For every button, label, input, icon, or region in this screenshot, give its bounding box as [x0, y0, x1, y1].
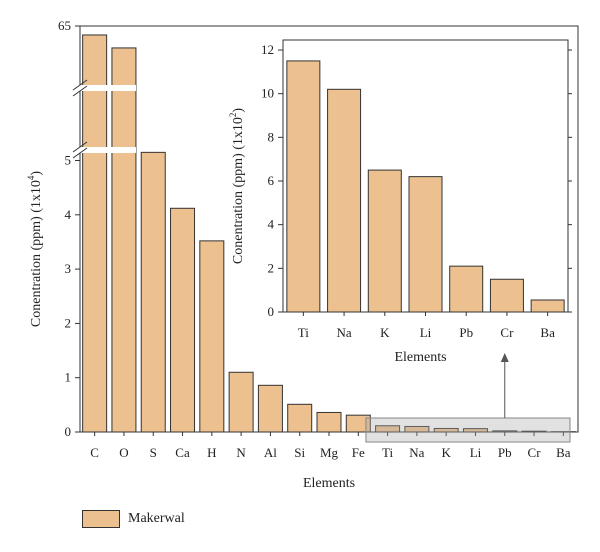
inset-y-tick-label: 4 — [268, 217, 275, 232]
x-tick-label: H — [207, 445, 216, 460]
x-tick-label: Fe — [352, 445, 365, 460]
inset-x-tick-label: K — [380, 325, 390, 340]
x-tick-label: O — [119, 445, 128, 460]
inset-y-tick-label: 8 — [268, 129, 275, 144]
inset-bar-Cr — [489, 278, 524, 313]
y-tick-label: 65 — [58, 18, 71, 33]
axis-break-gap — [76, 85, 136, 91]
y-tick-label: 4 — [65, 207, 72, 222]
bar-Mg — [316, 411, 342, 433]
bar-H — [199, 240, 225, 433]
x-tick-label: Na — [409, 445, 424, 460]
inset-bar-Pb — [449, 265, 484, 313]
axis-break-mark — [72, 79, 88, 91]
x-tick-label: Mg — [320, 445, 339, 460]
x-tick-label: Si — [294, 445, 305, 460]
x-tick-label: C — [90, 445, 99, 460]
axis-break-mark — [72, 147, 88, 159]
inset-bar-Ba — [530, 299, 565, 313]
bar-Ca — [170, 207, 196, 433]
inset-x-tick-label: Ba — [540, 325, 555, 340]
legend: Makerwal — [82, 510, 185, 528]
inset-bar-Na — [327, 88, 362, 313]
inset-y-tick-label: 6 — [268, 173, 275, 188]
bar-Al — [257, 384, 283, 433]
inset-y-tick-label: 2 — [268, 260, 275, 275]
inset-arrow-head — [500, 353, 509, 362]
x-tick-label: S — [150, 445, 157, 460]
axis-break-gap — [76, 147, 136, 153]
y-tick-label: 2 — [65, 315, 72, 330]
inset-y-tick-label: 10 — [261, 86, 274, 101]
y-tick-label: 5 — [65, 153, 72, 168]
x-tick-label: Li — [470, 445, 482, 460]
inset-x-axis-title: Elements — [394, 350, 446, 365]
bar-O — [111, 47, 137, 433]
inset-y-axis-title: Conentration (ppm) (1x102) — [228, 108, 246, 264]
inset-x-tick-label: Na — [336, 325, 351, 340]
y-tick-label: 0 — [65, 424, 72, 439]
legend-swatch — [82, 510, 120, 528]
inset-x-tick-label: Pb — [459, 325, 473, 340]
bar-N — [228, 371, 254, 433]
bar-Si — [287, 403, 313, 433]
x-tick-label: Ti — [382, 445, 393, 460]
inset-y-tick-label: 12 — [261, 42, 274, 57]
x-tick-label: N — [236, 445, 246, 460]
bar-S — [140, 151, 166, 433]
x-tick-label: Ba — [556, 445, 571, 460]
inset-x-tick-label: Cr — [500, 325, 514, 340]
inset-x-tick-label: Li — [420, 325, 432, 340]
highlight-box — [365, 417, 571, 443]
inset-bar-Ti — [286, 60, 321, 313]
x-tick-label: Ca — [175, 445, 190, 460]
x-tick-label: K — [441, 445, 451, 460]
axis-break-mark — [72, 85, 88, 97]
y-axis-title: Conentration (ppm) (1x104) — [26, 171, 44, 327]
bar-C — [82, 34, 108, 433]
x-tick-label: Pb — [498, 445, 512, 460]
axis-break-mark — [72, 141, 88, 153]
x-axis-title: Elements — [303, 476, 355, 491]
y-tick-label: 1 — [65, 370, 72, 385]
x-tick-label: Al — [264, 445, 277, 460]
x-tick-label: Cr — [528, 445, 542, 460]
legend-label: Makerwal — [128, 511, 185, 526]
inset-bar-Li — [408, 176, 443, 313]
y-tick-label: 3 — [65, 261, 72, 276]
inset-x-tick-label: Ti — [298, 325, 309, 340]
inset-y-tick-label: 0 — [268, 304, 275, 319]
inset-bar-K — [367, 169, 402, 313]
